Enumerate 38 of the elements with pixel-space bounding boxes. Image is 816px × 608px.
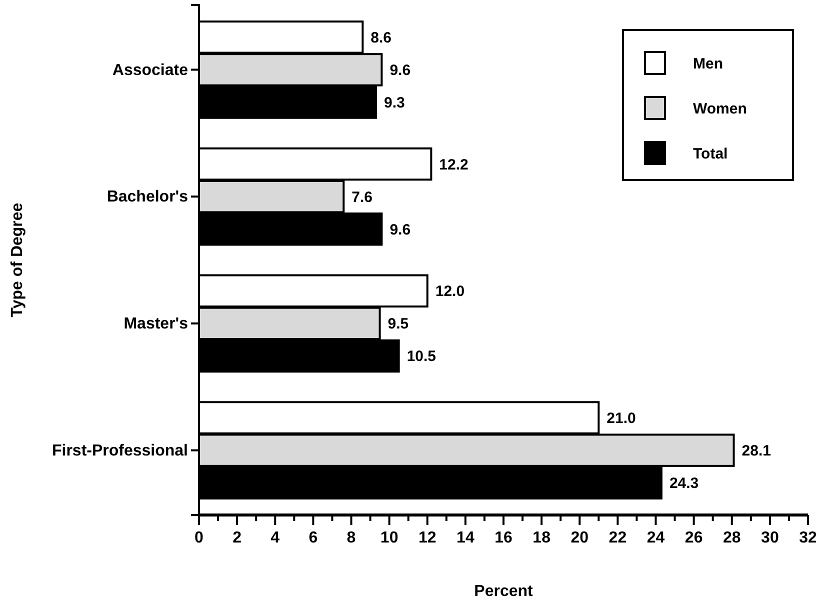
x-tick-label: 4 xyxy=(270,529,280,546)
data-label: 9.5 xyxy=(388,316,409,333)
x-tick-label: 16 xyxy=(494,529,512,546)
y-tick-label: First-Professional xyxy=(52,442,188,460)
x-tick-label: 18 xyxy=(532,529,551,546)
y-tick-label: Associate xyxy=(112,62,188,79)
x-tick-label: 30 xyxy=(761,529,779,546)
x-tick-label: 8 xyxy=(346,529,356,546)
data-label: 8.6 xyxy=(370,29,392,46)
x-tick-label: 12 xyxy=(418,529,436,546)
x-tick-label: 32 xyxy=(799,529,816,546)
x-tick-label: 6 xyxy=(308,529,318,546)
data-label: 10.5 xyxy=(406,348,436,366)
data-label: 12.2 xyxy=(439,156,468,174)
x-tick-label: 2 xyxy=(232,529,242,546)
x-tick-label: 20 xyxy=(570,529,589,546)
data-label: 12.0 xyxy=(435,283,465,300)
x-tick-label: 10 xyxy=(380,529,398,546)
data-label: 9.6 xyxy=(390,221,411,238)
y-axis-title: Type of Degree xyxy=(9,202,26,318)
data-label: 7.6 xyxy=(352,188,372,206)
x-tick-label: 14 xyxy=(456,529,474,546)
x-tick-label: 26 xyxy=(684,529,703,546)
data-label: 9.6 xyxy=(390,62,411,79)
legend-label: Total xyxy=(693,145,728,162)
data-label: 24.3 xyxy=(669,475,699,492)
x-tick-label: 22 xyxy=(608,529,627,546)
data-label: 9.3 xyxy=(384,94,405,112)
data-label: 28.1 xyxy=(742,442,771,460)
x-tick-label: 24 xyxy=(646,529,665,546)
legend-label: Men xyxy=(693,55,723,72)
y-tick-label: Master's xyxy=(124,316,188,333)
x-axis-title: Percent xyxy=(474,583,534,600)
legend-label: Women xyxy=(693,100,747,118)
data-label: 21.0 xyxy=(606,410,636,427)
y-tick-label: Bachelor's xyxy=(106,188,188,206)
x-tick-label: 0 xyxy=(194,529,204,546)
x-tick-label: 28 xyxy=(722,529,741,546)
